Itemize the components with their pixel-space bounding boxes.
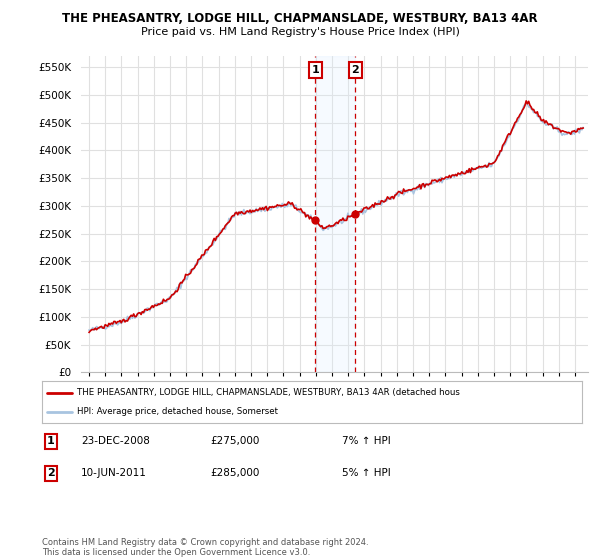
Text: HPI: Average price, detached house, Somerset: HPI: Average price, detached house, Some… (77, 407, 278, 417)
Text: 2: 2 (47, 468, 55, 478)
Text: £275,000: £275,000 (210, 436, 259, 446)
Text: 1: 1 (311, 65, 319, 75)
Text: THE PHEASANTRY, LODGE HILL, CHAPMANSLADE, WESTBURY, BA13 4AR: THE PHEASANTRY, LODGE HILL, CHAPMANSLADE… (62, 12, 538, 25)
Text: 10-JUN-2011: 10-JUN-2011 (81, 468, 147, 478)
Text: 7% ↑ HPI: 7% ↑ HPI (342, 436, 391, 446)
Bar (315, 56, 355, 372)
Text: Price paid vs. HM Land Registry's House Price Index (HPI): Price paid vs. HM Land Registry's House … (140, 27, 460, 37)
Text: 23-DEC-2008: 23-DEC-2008 (81, 436, 150, 446)
Text: Contains HM Land Registry data © Crown copyright and database right 2024.
This d: Contains HM Land Registry data © Crown c… (42, 538, 368, 557)
Text: 2: 2 (352, 65, 359, 75)
Text: 5% ↑ HPI: 5% ↑ HPI (342, 468, 391, 478)
Text: THE PHEASANTRY, LODGE HILL, CHAPMANSLADE, WESTBURY, BA13 4AR (detached hous: THE PHEASANTRY, LODGE HILL, CHAPMANSLADE… (77, 388, 460, 397)
Text: £285,000: £285,000 (210, 468, 259, 478)
Text: 1: 1 (47, 436, 55, 446)
